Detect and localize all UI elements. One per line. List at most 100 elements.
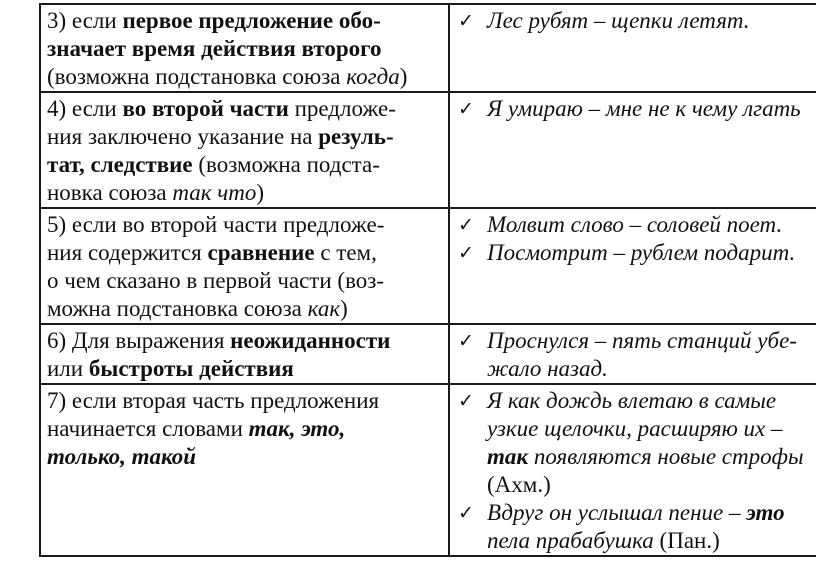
example-item: ✓ Я как дождь влетаю в самые узкие щелочки…: [458, 387, 816, 499]
examples-cell: ✓ Я как дождь влетаю в самые узкие щелочки…: [448, 383, 816, 557]
text-line: можна подстановка союза как): [47, 295, 446, 323]
text-line: Посмотрит – рублем подарит.: [487, 239, 816, 267]
text-segment: ): [399, 64, 408, 89]
example-text: Я умираю – мне не к чему лгать: [487, 95, 816, 123]
check-icon: ✓: [458, 242, 474, 264]
text-line: Проснулся – пять станций убе-: [487, 327, 816, 355]
text-line: только, такой: [47, 443, 446, 471]
text-line: так появляются новые строфы: [487, 443, 816, 471]
text-line: 5) если во второй части предложе-: [47, 211, 446, 239]
check-icon: ✓: [458, 502, 474, 524]
table-row: 5) если во второй части предложе-ния сод…: [39, 207, 816, 325]
check-icon: ✓: [458, 390, 474, 412]
grammar-table: 3) если первое предложение обо-значает в…: [39, 3, 816, 557]
examples-cell: ✓ Лес рубят – щепки летят.: [448, 3, 816, 93]
text-segment: ): [256, 180, 265, 205]
check-icon: ✓: [458, 98, 474, 120]
text-segment: ния заключено указание на: [47, 124, 319, 149]
example-text: Я как дождь влетаю в самые узкие щелочки,…: [487, 387, 816, 499]
example-item: ✓ Молвит слово – соловей поет.: [458, 211, 816, 239]
text-segment: Вдруг он услышал пение –: [487, 500, 747, 525]
text-segment: (Ахм.): [487, 472, 551, 497]
text-line: (Ахм.): [487, 471, 816, 499]
text-segment: Посмотрит – рублем подарит.: [487, 240, 796, 265]
text-line: 4) если во второй части предложе-: [47, 95, 446, 123]
check-icon: ✓: [458, 10, 474, 32]
text-segment: во второй части: [122, 96, 289, 121]
text-segment: Проснулся – пять станций убе-: [487, 328, 797, 353]
text-segment: так что: [172, 180, 257, 205]
text-line: или быстроты действия: [47, 355, 446, 383]
text-line: узкие щелочки, расширяю их –: [487, 415, 816, 443]
text-segment: о чем сказано в первой части (воз-: [47, 268, 385, 293]
text-line: пела прабабушка (Пан.): [487, 527, 816, 555]
rule-cell: 5) если во второй части предложе-ния сод…: [39, 207, 450, 325]
text-segment: Я как дождь влетаю в самые: [487, 388, 777, 413]
text-segment: значает время действия второго: [47, 36, 382, 61]
text-segment: с тем,: [314, 240, 377, 265]
text-line: (возможна подстановка союза когда): [47, 63, 446, 91]
check-icon: ✓: [458, 214, 474, 236]
example-item: ✓ Лес рубят – щепки летят.: [458, 7, 816, 35]
text-line: Молвит слово – соловей поет.: [487, 211, 816, 239]
text-segment: сравнение: [207, 240, 315, 265]
example-text: Посмотрит – рублем подарит.: [487, 239, 816, 267]
examples-cell: ✓ Молвит слово – соловей поет. ✓ Посмотрит …: [448, 207, 816, 325]
rule-cell: 7) если вторая часть предложения начинает…: [39, 383, 450, 557]
text-line: новка союза так что): [47, 179, 446, 207]
text-segment: пела прабабушка: [487, 528, 660, 553]
text-segment: новка союза: [47, 180, 173, 205]
example-text: Проснулся – пять станций убе-жало назад.: [487, 327, 816, 383]
text-segment: можна подстановка союза: [47, 296, 308, 321]
example-text: Молвит слово – соловей поет.: [487, 211, 816, 239]
table-body: 3) если первое предложение обо-значает в…: [39, 3, 816, 557]
text-segment: ): [340, 296, 348, 321]
text-line: Лес рубят – щепки летят.: [487, 7, 816, 35]
text-line: 6) Для выражения неожиданности: [47, 327, 446, 355]
example-item: ✓ Проснулся – пять станций убе-жало назад…: [458, 327, 816, 383]
text-segment: Я умираю – мне не к чему лгать: [487, 96, 801, 121]
text-line: Вдруг он услышал пение – это: [487, 499, 816, 527]
example-item: ✓ Вдруг он услышал пение – это пела прабаб…: [458, 499, 816, 555]
text-segment: 4) если: [47, 96, 123, 121]
text-segment: так: [487, 444, 529, 469]
text-line: Я как дождь влетаю в самые: [487, 387, 816, 415]
text-segment: жало назад.: [487, 356, 608, 381]
text-segment: 7) если вторая часть предложения: [47, 388, 380, 413]
table-row: 6) Для выражения неожиданности или быстро…: [39, 323, 816, 385]
example-text: Вдруг он услышал пение – это пела прабабу…: [487, 499, 816, 555]
text-line: тат, следствие (возможна подста-: [47, 151, 446, 179]
text-line: ния содержится сравнение с тем,: [47, 239, 446, 267]
text-line: о чем сказано в первой части (воз-: [47, 267, 446, 295]
examples-cell: ✓ Проснулся – пять станций убе-жало назад…: [448, 323, 816, 385]
text-segment: только, такой: [47, 444, 197, 469]
table-row: 4) если во второй части предложе-ния зак…: [39, 91, 816, 209]
text-segment: 5) если во второй части предложе-: [47, 212, 385, 237]
text-line: Я умираю – мне не к чему лгать: [487, 95, 816, 123]
text-segment: предложе-: [288, 96, 396, 121]
text-segment: так, это,: [248, 416, 346, 441]
text-line: начинается словами так, это,: [47, 415, 446, 443]
text-segment: (Пан.): [659, 528, 720, 553]
table-row: 3) если первое предложение обо-значает в…: [39, 3, 816, 93]
rule-cell: 4) если во второй части предложе-ния зак…: [39, 91, 450, 209]
example-item: ✓ Я умираю – мне не к чему лгать: [458, 95, 816, 123]
text-segment: это: [746, 500, 785, 525]
text-segment: (возможна подста-: [192, 152, 380, 177]
text-segment: (возможна подстановка союза: [47, 64, 347, 89]
text-segment: 3) если: [47, 8, 123, 33]
text-segment: начинается словами: [47, 416, 249, 441]
table-row: 7) если вторая часть предложения начинает…: [39, 383, 816, 557]
text-segment: 6) Для выражения: [47, 328, 231, 353]
text-segment: резуль-: [318, 124, 394, 149]
text-segment: когда: [346, 64, 400, 89]
text-segment: как: [307, 296, 341, 321]
example-text: Лес рубят – щепки летят.: [487, 7, 816, 35]
text-segment: появляются новые строфы: [528, 444, 804, 469]
text-segment: ния содержится: [47, 240, 208, 265]
examples-cell: ✓ Я умираю – мне не к чему лгать: [448, 91, 816, 209]
text-segment: первое предложение обо-: [122, 8, 381, 33]
text-segment: Лес рубят – щепки летят.: [487, 8, 750, 33]
rule-cell: 6) Для выражения неожиданности или быстро…: [39, 323, 450, 385]
